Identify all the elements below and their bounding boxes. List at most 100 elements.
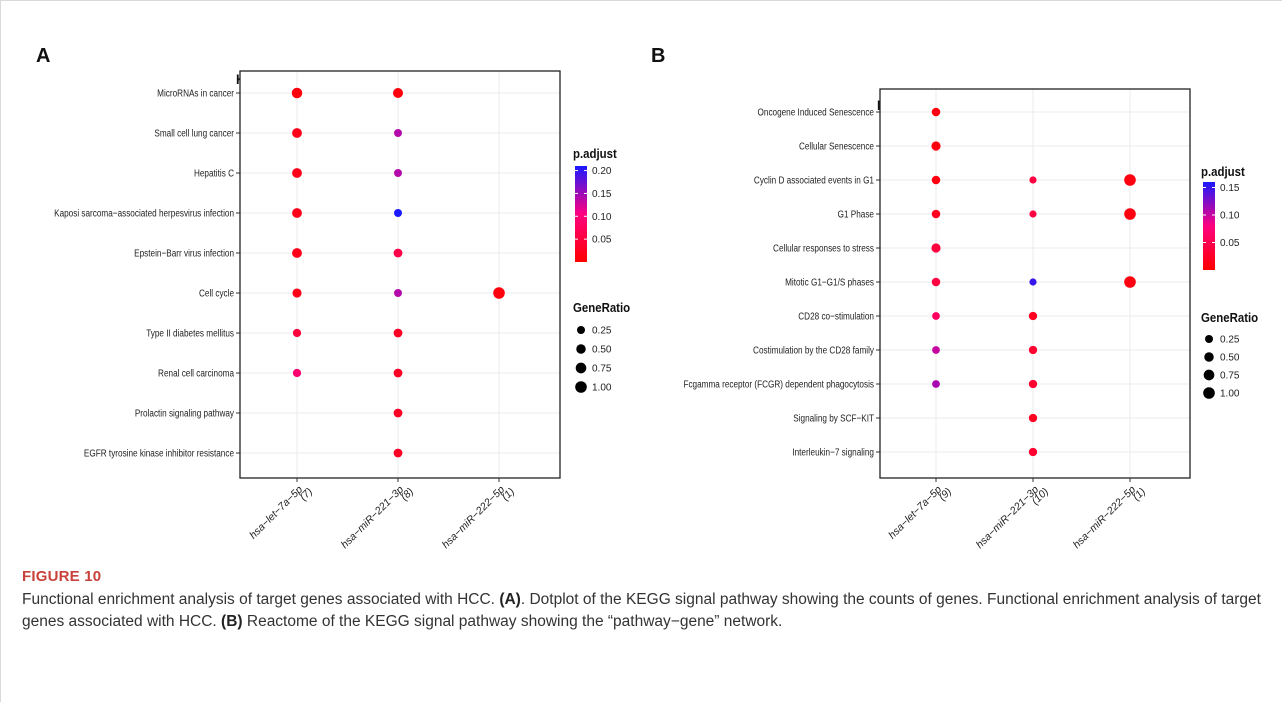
panel-b-padjust-tick-label: 0.10 <box>1220 211 1240 222</box>
panel-b-y-tick-label: Costimulation by the CD28 family <box>753 343 874 355</box>
panel-b-generatio-title: GeneRatio <box>1201 310 1258 325</box>
panel-a-y-tick-label: Prolactin signaling pathway <box>135 406 234 418</box>
panel-b-data-point <box>1029 278 1037 286</box>
panel-a-padjust-title: p.adjust <box>573 146 617 161</box>
panel-a-data-point <box>393 328 403 338</box>
panel-a-letter: A <box>36 45 50 67</box>
panel-a-data-point <box>291 87 303 99</box>
panel-b-y-tick-label: Cellular responses to stress <box>773 241 874 253</box>
panel-a-generatio-label: 0.25 <box>592 326 612 337</box>
panel-b-data-point <box>1028 447 1038 457</box>
caption-text: Functional enrichment analysis of target… <box>22 589 1262 633</box>
panel-b-data-point <box>1028 413 1038 423</box>
panel-a-generatio-label: 0.50 <box>592 345 612 356</box>
panel-b-data-point <box>1028 345 1038 355</box>
panel-a-y-tick-label: Small cell lung cancer <box>154 126 234 138</box>
panel-a-y-tick-label: EGFR tyrosine kinase inhibitor resistanc… <box>84 446 234 458</box>
panel-a-data-point <box>392 87 404 99</box>
panel-a-generatio-key <box>575 381 587 393</box>
panel-b-x-tick-label: hsa−miR−222−5p <box>1071 484 1138 551</box>
panel-b-y-tick-label: Oncogene Induced Senescence <box>758 105 874 117</box>
panel-a-data-point <box>292 128 302 138</box>
panel-a-x-tick-label: hsa−miR−222−5p <box>440 484 507 551</box>
panel-a-y-tick-label: Epstein−Barr virus infection <box>134 246 234 258</box>
panel-a-padjust-tick-label: 0.05 <box>592 235 612 246</box>
panel-b-generatio-key <box>1203 387 1215 399</box>
panel-b-data-point <box>931 141 941 151</box>
panel-b-padjust-title: p.adjust <box>1201 164 1245 179</box>
caption-label: FIGURE 10 <box>22 568 102 585</box>
panel-b-generatio-key <box>1203 369 1215 381</box>
panel-b-plot-border <box>879 88 1191 479</box>
panel-b-data-point <box>931 175 941 185</box>
panel-a-data-point <box>393 248 403 258</box>
panel-b-y-tick-label: Interleukin−7 signaling <box>792 445 874 457</box>
figure-caption: FIGURE 10 Functional enrichment analysis… <box>22 568 1262 633</box>
panel-b-data-point <box>1124 208 1136 220</box>
panel-a-data-point <box>393 448 403 458</box>
panel-a-data-point <box>292 368 302 378</box>
panel-a-y-tick-label: Hepatitis C <box>194 166 234 178</box>
panel-b-x-tick-label: hsa−miR−221−3p <box>974 484 1041 551</box>
panel-b-y-tick-label: Mitotic G1−G1/S phases <box>785 275 874 287</box>
panel-b-generatio-key <box>1204 352 1214 362</box>
panel-b-y-tick-label: Cyclin D associated events in G1 <box>754 173 874 185</box>
panel-a-generatio-label: 0.75 <box>592 364 612 375</box>
panel-b-y-tick-label: G1 Phase <box>838 207 874 219</box>
panel-a-x-tick-label: hsa−let−7a−5p <box>247 484 305 542</box>
panel-b-generatio-label: 0.50 <box>1220 353 1240 364</box>
panel-b-data-point <box>931 107 941 117</box>
panel-a-padjust-tick-label: 0.15 <box>592 189 612 200</box>
panel-a-y-tick-label: Type II diabetes mellitus <box>146 326 234 338</box>
panel-a-data-point <box>394 209 402 217</box>
panel-a-data-point <box>292 328 302 338</box>
panel-b-generatio-label: 1.00 <box>1220 389 1240 400</box>
panel-b-x-tick-label: hsa−let−7a−5p <box>886 484 944 542</box>
panel-b-padjust-tick-label: 0.05 <box>1220 238 1240 249</box>
caption-line1: Functional enrichment analysis of target… <box>22 591 495 608</box>
panel-a-data-point <box>292 248 302 258</box>
panel-a-y-tick-label: Renal cell carcinoma <box>158 366 235 378</box>
caption-bold-b: (B) <box>221 613 243 630</box>
caption-bold-a: (A) <box>499 591 521 608</box>
panel-b-y-tick-label: Cellular Senescence <box>799 139 874 151</box>
caption-line2: . Dotplot of the KEGG signal pathway sho… <box>22 591 1261 630</box>
panel-a-generatio-key <box>577 326 585 334</box>
panel-a-data-point <box>394 169 402 177</box>
panel-a-data-point <box>292 168 302 178</box>
panel-a-generatio-label: 1.00 <box>592 383 612 394</box>
panel-b-generatio-label: 0.25 <box>1220 335 1240 346</box>
panel-a-generatio-key <box>575 362 587 374</box>
panel-a-data-point <box>394 289 402 297</box>
panel-b-data-point <box>1124 276 1136 288</box>
panel-b-data-point <box>931 209 941 219</box>
panel-b-data-point <box>1029 210 1037 218</box>
panel-b-generatio-label: 0.75 <box>1220 371 1240 382</box>
panel-b-data-point <box>1029 176 1037 184</box>
panel-b-letter: B <box>651 45 665 67</box>
panel-a-plot-border <box>239 70 561 479</box>
panel-a-generatio-key <box>576 344 586 354</box>
panel-a-padjust-colorbar <box>575 166 587 262</box>
panel-a-data-point <box>292 288 302 298</box>
panel-a-data-point <box>292 208 302 218</box>
panel-b-y-tick-label: Signaling by SCF−KIT <box>793 411 874 423</box>
panel-b-data-point <box>932 312 940 320</box>
panel-a-padjust-tick-label: 0.20 <box>592 166 612 177</box>
panel-b-y-tick-label: Fcgamma receptor (FCGR) dependent phagoc… <box>683 377 874 389</box>
panel-a-padjust-tick-label: 0.10 <box>592 212 612 223</box>
panel-a-x-tick-label: hsa−miR−221−3p <box>339 484 406 551</box>
panel-b-y-tick-label: CD28 co−stimulation <box>798 309 874 321</box>
panel-a-y-tick-label: MicroRNAs in cancer <box>157 86 234 98</box>
panel-a-data-point <box>393 408 403 418</box>
panel-b-data-point <box>1028 379 1038 389</box>
panel-b-data-point <box>1124 174 1136 186</box>
panel-b-data-point <box>932 380 940 388</box>
panel-b-data-point <box>1028 311 1038 321</box>
panel-a-generatio-title: GeneRatio <box>573 300 630 315</box>
panel-a-data-point <box>394 129 402 137</box>
panel-b-data-point <box>931 243 941 253</box>
panel-b-data-point <box>932 346 940 354</box>
panel-b-padjust-colorbar <box>1203 182 1215 270</box>
